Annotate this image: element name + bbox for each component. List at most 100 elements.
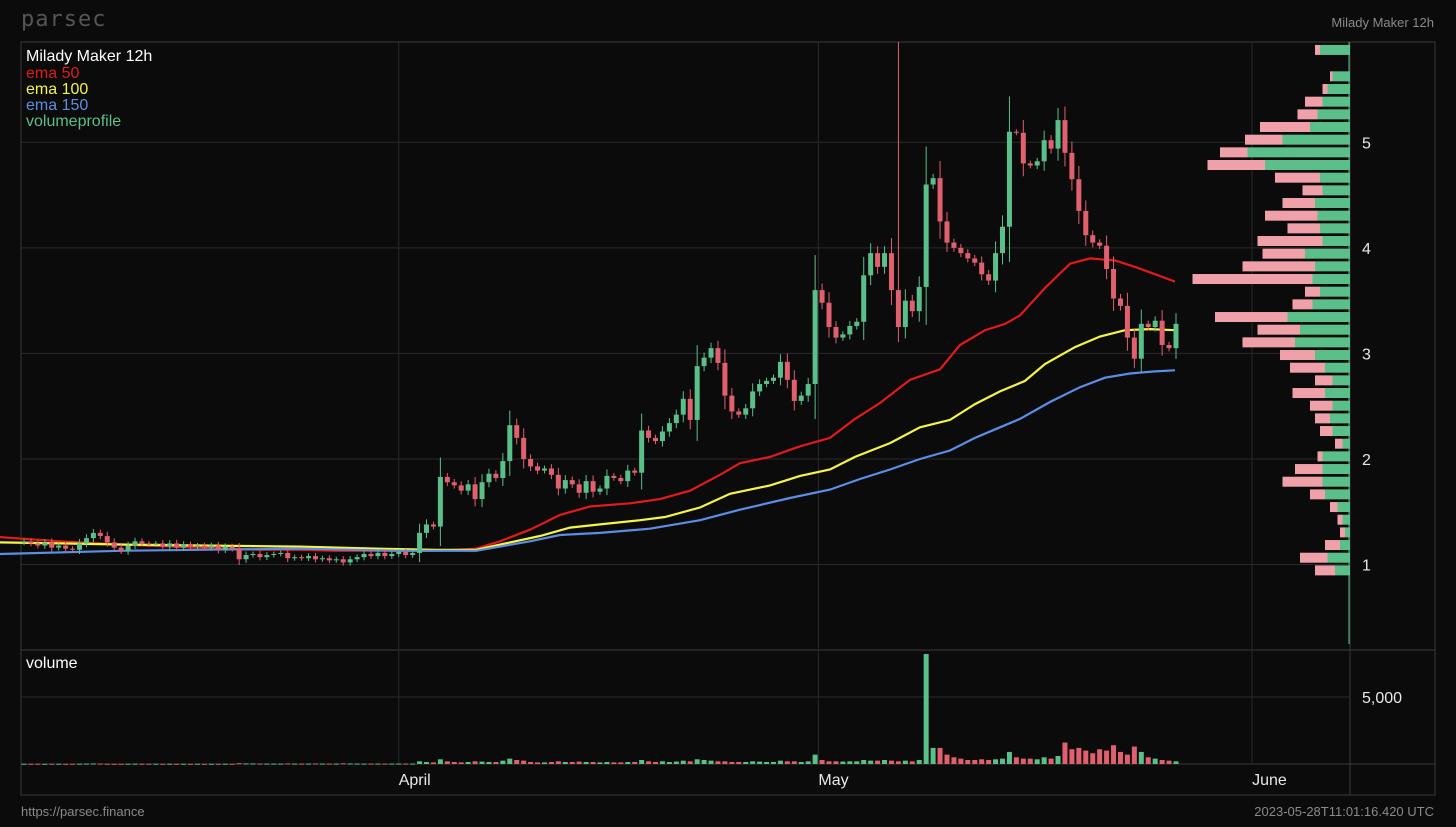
candle-body [833, 327, 839, 338]
candle-body [1013, 131, 1019, 133]
volume-bar [229, 763, 235, 765]
volume-bar [882, 759, 888, 764]
candle-body [285, 552, 291, 559]
volume-profile-up [1320, 172, 1350, 183]
candle-body [382, 552, 388, 557]
volume-bar [611, 762, 617, 764]
volume-bar [125, 763, 131, 765]
candle-body [354, 557, 360, 560]
volume-bar [535, 762, 541, 764]
volume-bar [403, 763, 409, 765]
candle-body [1173, 323, 1179, 349]
volume-bar [1152, 758, 1158, 764]
volume-bar [743, 761, 749, 764]
volume-bar [42, 763, 48, 765]
volume-bar [930, 747, 936, 764]
volume-bar [319, 763, 325, 765]
candle-body [1000, 226, 1006, 254]
volume-bar [784, 761, 790, 764]
volume-profile [1192, 42, 1350, 644]
candle-body [770, 377, 776, 381]
volume-profile-up [1322, 476, 1350, 487]
volume-bar [819, 759, 825, 764]
volume-bar [625, 761, 631, 764]
volume-profile-down [1220, 147, 1248, 158]
candle-body [562, 480, 568, 489]
candle-body [472, 484, 478, 500]
volume-title: volume [26, 655, 78, 672]
candle-body [951, 242, 957, 248]
candle-body [902, 300, 908, 328]
candle-body [618, 477, 624, 482]
volume-bar [333, 763, 339, 765]
volume-profile-down [1207, 160, 1265, 171]
volume-profile-down [1315, 413, 1330, 424]
volume-bar [1145, 757, 1151, 764]
candle-body [736, 411, 742, 415]
candle-body [49, 542, 55, 548]
volume-bar [1041, 757, 1047, 764]
volume-bar [111, 763, 117, 765]
candle-body [791, 379, 797, 401]
volume-bar [770, 761, 776, 764]
volume-bar [777, 760, 783, 764]
volume-bar [715, 761, 721, 764]
volume-bar [812, 754, 818, 764]
volume-bar [861, 759, 867, 764]
volume-profile-up [1342, 438, 1350, 449]
candle-body [576, 484, 582, 493]
candle-body [1090, 235, 1096, 243]
candle-body [1138, 323, 1144, 359]
candle-body [514, 425, 520, 438]
volume-bar [1138, 751, 1144, 764]
y-tick-label: 1 [1362, 558, 1371, 575]
volume-bar [951, 757, 957, 764]
candle-body [264, 555, 270, 558]
volume-bar [1069, 749, 1075, 764]
x-tick-label: June [1252, 772, 1287, 789]
volume-profile-up [1265, 160, 1350, 171]
candle-body [167, 543, 173, 547]
x-tick-label: May [818, 772, 848, 789]
volume-profile-up [1310, 122, 1350, 133]
candle-body [909, 300, 915, 312]
volume-bar [590, 761, 596, 764]
volume-profile-down [1280, 350, 1315, 361]
candle-body [132, 541, 138, 546]
y-tick-label: 2 [1362, 452, 1371, 469]
candle-body [986, 274, 992, 281]
volume-profile-down [1320, 426, 1333, 437]
volume-bar [236, 763, 242, 765]
candle-body [521, 437, 527, 459]
candle-body [548, 468, 554, 475]
volume-bar [56, 763, 62, 765]
candle-body [528, 458, 534, 467]
volume-bar [909, 761, 915, 764]
volume-bar [680, 760, 686, 764]
volume-profile-down [1295, 464, 1323, 475]
volume-profile-up [1340, 540, 1350, 551]
candle-body [153, 543, 159, 545]
candle-body [666, 423, 672, 432]
candle-body [361, 553, 367, 558]
footer-url[interactable]: https://parsec.finance [21, 804, 145, 819]
candle-body [1062, 120, 1068, 153]
volume-bar [368, 763, 374, 765]
volume-bar [299, 763, 305, 765]
volume-bar [646, 761, 652, 764]
candle-body [104, 536, 110, 543]
candle-body [375, 552, 381, 557]
candle-body [188, 544, 194, 547]
volume-bars [21, 654, 1179, 765]
candle-body [1152, 320, 1158, 328]
volume-bar [659, 761, 665, 764]
volume-profile-up [1330, 413, 1350, 424]
volume-bar [104, 763, 110, 765]
candle-body [972, 258, 978, 263]
candle-body [271, 553, 277, 556]
candle-body [888, 253, 894, 291]
volume-profile-down [1305, 96, 1323, 107]
candle-body [639, 430, 645, 473]
volume-bar [604, 761, 610, 764]
